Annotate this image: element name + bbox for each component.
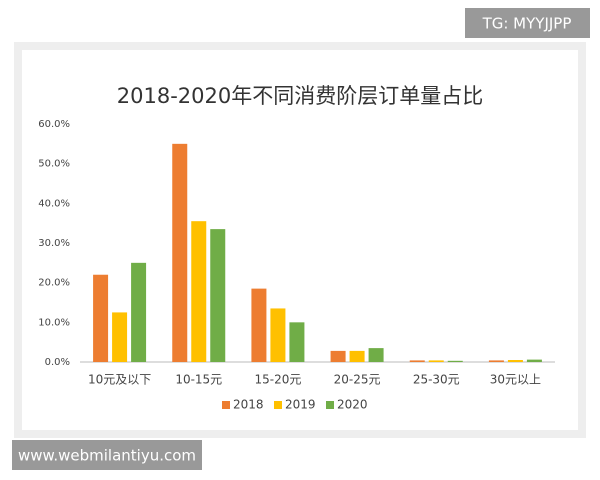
y-tick-label: 40.0% [38,198,70,209]
x-tick-label: 30元以上 [490,373,541,387]
watermark: TG: MYYJJPP [482,15,572,33]
bar [330,350,346,362]
y-tick-label: 60.0% [38,119,70,130]
bar [488,360,504,362]
legend-label: 2019 [285,398,316,412]
bar [191,221,207,362]
legend-swatch [326,401,334,409]
bar [447,360,463,362]
watermark-box [465,8,590,38]
bar [349,350,365,362]
x-tick-label: 10元及以下 [88,373,151,387]
y-tick-label: 10.0% [38,317,70,328]
x-tick-label: 20-25元 [334,373,381,387]
bar [112,312,128,362]
y-tick-label: 0.0% [45,357,70,368]
x-tick-label: 25-30元 [413,373,460,387]
bar [507,360,523,362]
watermark-box [12,440,202,470]
legend-swatch [222,401,230,409]
bar [526,359,542,362]
bar [270,308,286,362]
watermark: www.webmilantiyu.com [18,447,196,465]
bar [251,288,267,362]
legend-label: 2018 [233,398,264,412]
bar [368,348,384,362]
x-tick-label: 10-15元 [175,373,222,387]
y-tick-label: 30.0% [38,238,70,249]
bar [409,360,425,362]
x-tick-label: 15-20元 [254,373,301,387]
bar [210,229,226,362]
y-tick-label: 50.0% [38,159,70,170]
bar [172,143,188,362]
y-tick-label: 20.0% [38,278,70,289]
legend-swatch [274,401,282,409]
bar [93,274,109,362]
chart-title: 2018-2020年不同消费阶层订单量占比 [117,84,483,108]
bar [131,262,147,362]
bar [289,322,305,362]
card [22,50,578,430]
bar [428,360,444,362]
legend-label: 2020 [337,398,368,412]
